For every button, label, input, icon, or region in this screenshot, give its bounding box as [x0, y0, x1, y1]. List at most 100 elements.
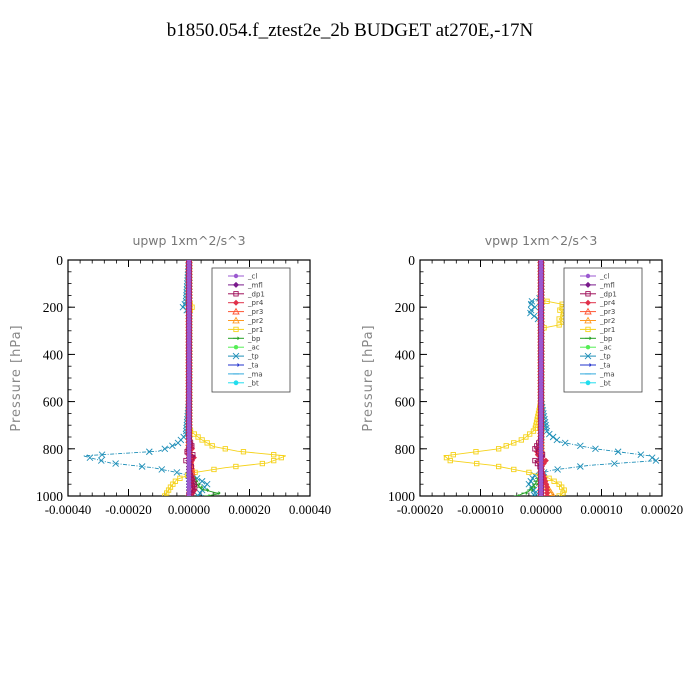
y-tick-label: 200: [43, 300, 64, 315]
series-tp-point: [161, 445, 169, 453]
legend-bt-label: _bt: [599, 379, 611, 387]
legend-box: [211, 267, 291, 393]
series-pr1-point: [523, 434, 529, 440]
x-tick-label: 0.00010: [580, 502, 622, 517]
legend-cl-marker: [585, 273, 591, 279]
legend-ac-marker: [233, 345, 239, 350]
y-tick-label: 0: [408, 253, 415, 268]
series-bp-point: [202, 488, 210, 492]
legend-tp-marker: [584, 352, 592, 360]
series-pr1-point: [271, 452, 277, 458]
legend-ac-marker: [585, 345, 591, 350]
series-tp-point: [86, 454, 94, 461]
series-pr1-point: [551, 478, 557, 484]
series-tp-point: [198, 477, 206, 485]
series-pr2-point: [550, 492, 556, 496]
legend-ac-label: _ac: [599, 344, 612, 352]
legend-ma-label: _ma: [599, 370, 615, 378]
series-pr1-point: [556, 316, 562, 322]
series-pr1-point: [211, 466, 217, 473]
legend-pr3-marker: [232, 307, 240, 315]
x-tick-label: 0.00040: [289, 502, 331, 517]
series-tp-point: [549, 433, 557, 441]
panel-title: vpwp 1xm^2/s^3: [485, 233, 598, 248]
series-bp-point: [513, 494, 521, 496]
series-pr1-point: [278, 455, 284, 461]
legend-ac-label: _ac: [247, 344, 260, 352]
series-pr1-point: [511, 466, 517, 473]
series-tp-point: [527, 300, 535, 308]
legend-dp1-label: _dp1: [247, 290, 265, 298]
series-pr1-point: [503, 443, 509, 449]
series-pr1-point: [557, 307, 563, 313]
y-tick-label: 800: [43, 442, 64, 457]
legend-pr2-marker: [584, 316, 592, 324]
series-tp-point: [527, 477, 535, 485]
series-tp-point: [577, 442, 584, 450]
legend-dp1-marker: [585, 291, 591, 297]
figure-title: b1850.054.f_ztest2e_2b BUDGET at270E,-17…: [166, 20, 534, 41]
legend-bp-label: _bp: [599, 335, 613, 343]
y-tick-label: 1000: [36, 489, 63, 504]
series-pr1-point: [561, 487, 567, 493]
series-bp-point: [204, 494, 211, 496]
y-tick-label: 0: [56, 253, 63, 268]
series-tp-point: [637, 451, 645, 459]
legend-ma-label: _ma: [247, 370, 263, 378]
series-pr1-point: [259, 460, 266, 467]
panel-title: upwp 1xm^2/s^3: [132, 233, 245, 248]
series-pr1-point: [195, 434, 201, 440]
series-pr1-point: [450, 452, 456, 458]
y-tick-label: 200: [395, 300, 416, 315]
series-bp-point: [213, 491, 221, 495]
legend-pr3-label: _pr3: [599, 308, 615, 316]
legend-mfl-label: _mfl: [599, 281, 615, 289]
series-tp-point: [98, 451, 106, 459]
series-tp-point: [531, 303, 539, 311]
legend-bt-label: _bt: [247, 379, 259, 387]
series-pr1-point: [162, 493, 168, 496]
x-tick-label: 0.00020: [641, 502, 683, 517]
legend-ta-marker: [233, 363, 240, 367]
series-bp-point: [529, 485, 537, 489]
x-tick-label: -0.00020: [397, 502, 444, 517]
series-pr1-point: [544, 298, 550, 304]
x-tick-label: -0.00010: [457, 502, 504, 517]
legend-pr4-label: _pr4: [599, 299, 616, 307]
series-bp-point: [521, 491, 528, 495]
legend-cl-label: _cl: [599, 273, 609, 281]
series-pr1-point: [271, 457, 277, 464]
series-pr1-point: [191, 431, 197, 437]
x-tick-label: 0.00000: [168, 502, 210, 517]
x-tick-label: -0.00020: [105, 502, 152, 517]
legend-tp-label: _tp: [599, 353, 611, 361]
legend-bp-label: _bp: [247, 335, 261, 343]
legend-tp-label: _tp: [247, 353, 259, 361]
series-pr1-point: [233, 463, 239, 470]
legend-pr3-label: _pr3: [247, 308, 263, 316]
series-tp-point: [138, 463, 146, 470]
legend-mfl-marker: [585, 281, 591, 288]
legend-box: [563, 267, 643, 393]
series-tp-point: [648, 454, 656, 461]
series-tp-point: [145, 448, 153, 456]
series-pr1-point: [511, 440, 517, 446]
series-pr1-point: [527, 431, 533, 437]
legend-bp-marker: [585, 336, 592, 341]
legend-pr2-label: _pr2: [247, 317, 263, 325]
series-tp-point: [112, 460, 119, 467]
y-tick-label: 400: [395, 347, 416, 362]
series-tp-point: [173, 469, 181, 476]
series-pr1-point: [199, 437, 205, 443]
series-pr1-point: [556, 493, 562, 496]
series-tp-point: [174, 439, 182, 447]
series-tp-point: [196, 489, 204, 496]
legend-pr4-marker: [233, 299, 239, 306]
series-tp-point: [614, 448, 622, 456]
series-tp-point: [611, 460, 618, 467]
series-tp-point: [592, 445, 599, 453]
series-pr1-point: [496, 463, 502, 470]
legend-ta-label: _ta: [599, 362, 611, 370]
series-pr1-point: [177, 475, 183, 481]
